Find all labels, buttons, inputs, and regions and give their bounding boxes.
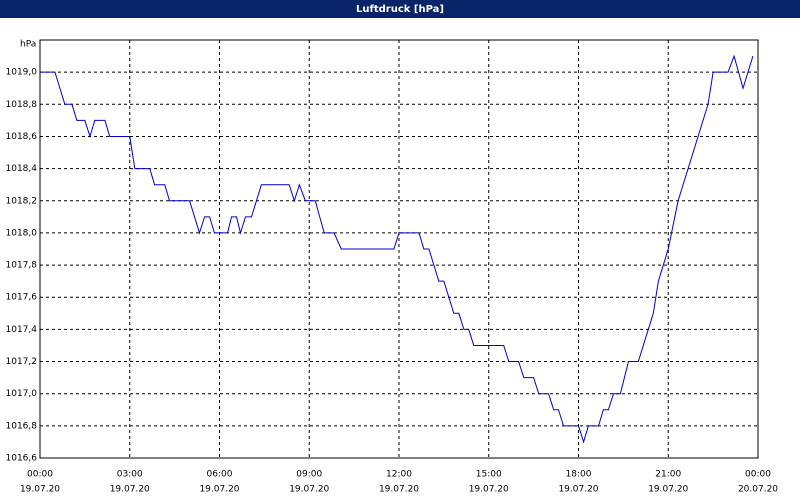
x-tick-label: 00:00 [27, 470, 53, 480]
x-tick-label: 00:00 [745, 470, 771, 480]
x-tick-date: 19.07.20 [558, 485, 598, 495]
x-tick-date: 19.07.20 [289, 485, 329, 495]
x-tick-label: 15:00 [476, 470, 502, 480]
y-tick-label: 1018,6 [6, 132, 38, 142]
x-tick-label: 09:00 [296, 470, 322, 480]
x-tick-label: 03:00 [117, 470, 143, 480]
x-tick-label: 12:00 [386, 470, 412, 480]
x-tick-date: 19.07.20 [648, 485, 688, 495]
y-tick-label: 1018,4 [6, 164, 38, 174]
x-tick-date: 19.07.20 [469, 485, 509, 495]
y-tick-label: 1018,8 [6, 100, 38, 110]
x-tick-date: 19.07.20 [199, 485, 239, 495]
x-tick-date: 20.07.20 [738, 485, 778, 495]
data-line [40, 54, 754, 444]
y-tick-label: 1017,6 [6, 293, 38, 303]
title-bar [0, 0, 800, 18]
y-tick-label: 1016,6 [6, 454, 38, 464]
y-tick-label: 1017,2 [6, 357, 38, 367]
y-tick-label: 1016,8 [6, 421, 38, 431]
chart-title: Luftdruck [hPa] [356, 4, 444, 15]
x-tick-date: 19.07.20 [110, 485, 150, 495]
y-tick-label: 1017,0 [6, 389, 38, 399]
x-tick-date: 19.07.20 [20, 485, 60, 495]
y-tick-label: 1017,8 [6, 261, 38, 271]
x-tick-label: 18:00 [566, 470, 592, 480]
y-tick-label: 1018,2 [6, 196, 38, 206]
x-tick-label: 21:00 [655, 470, 681, 480]
x-tick-label: 06:00 [207, 470, 233, 480]
y-tick-label: 1019,0 [6, 68, 38, 78]
y-tick-label: 1018,0 [6, 228, 38, 238]
y-axis-label: hPa [20, 40, 36, 50]
x-tick-date: 19.07.20 [379, 485, 419, 495]
y-tick-label: 1017,4 [6, 325, 38, 335]
